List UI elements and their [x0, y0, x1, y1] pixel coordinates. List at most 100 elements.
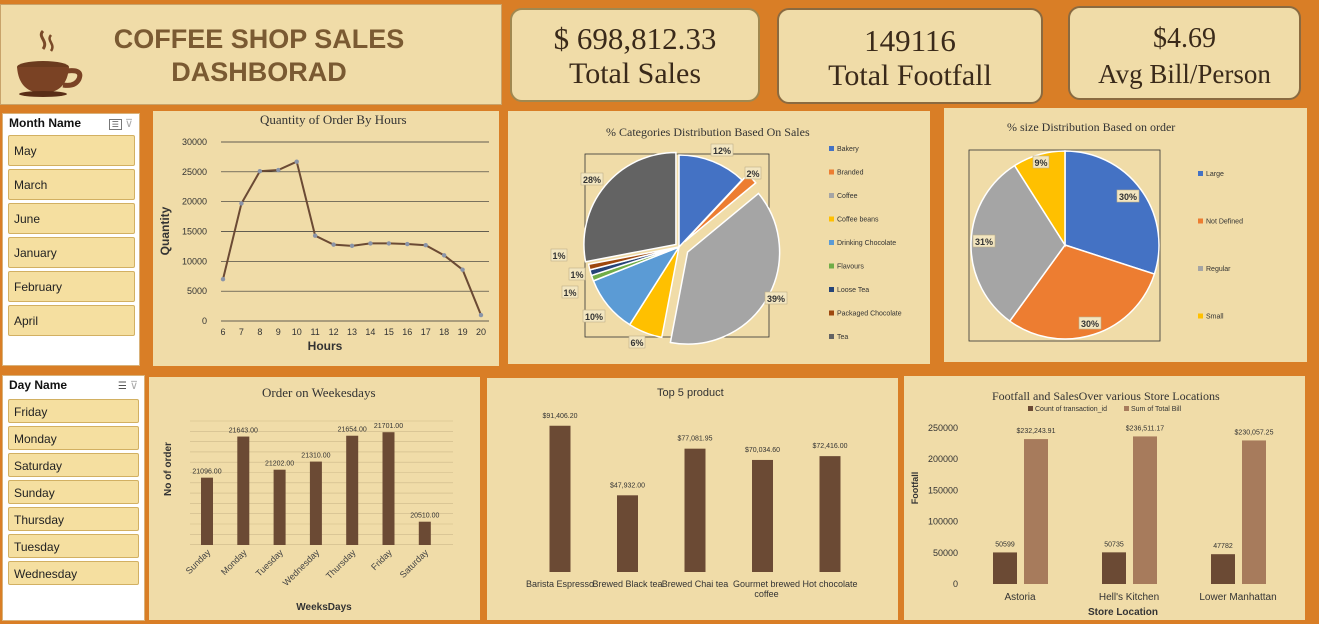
x-tick-label: Tuesday	[254, 547, 286, 579]
month-slicer-item[interactable]: February	[8, 271, 135, 302]
bar-value-label: 21701.00	[374, 423, 403, 430]
bar	[309, 461, 322, 545]
legend-label: Regular	[1206, 266, 1231, 273]
kpi-total-footfall: 149116 Total Footfall	[777, 8, 1043, 104]
month-slicer-item[interactable]: March	[8, 169, 135, 200]
bar-value-label: $47,932.00	[610, 482, 645, 489]
data-label-box	[710, 143, 734, 157]
legend-label: Flavours	[837, 264, 864, 271]
x-tick-label: Friday	[369, 547, 394, 572]
x-tick-label: 10	[292, 327, 302, 337]
data-point	[423, 243, 428, 248]
bar-value-label: 21310.00	[301, 453, 330, 460]
data-label: 30%	[1119, 192, 1137, 202]
x-tick-label: 12	[329, 327, 339, 337]
bar	[346, 435, 359, 545]
day-slicer-item[interactable]: Tuesday	[8, 534, 139, 558]
month-slicer-item[interactable]: May	[8, 135, 135, 166]
legend-label: Bakery	[837, 146, 859, 153]
clear-filter-icon[interactable]: ⊽	[124, 118, 133, 130]
bar-value-label: 50599	[995, 541, 1015, 548]
data-label: 1%	[563, 288, 576, 298]
x-tick-label: Brewed Chai tea	[662, 579, 729, 589]
plot-area-frame	[968, 149, 1161, 342]
bar	[201, 477, 213, 545]
data-label-box	[744, 166, 762, 180]
multi-select-icon[interactable]: ☰	[117, 381, 127, 392]
month-slicer-item[interactable]: June	[8, 203, 135, 234]
day-slicer-item[interactable]: Saturday	[8, 453, 139, 477]
legend-label: Packaged Chocolate	[837, 311, 902, 318]
chart-title: Footfall and SalesOver various Store Loc…	[992, 389, 1220, 403]
data-label-box	[764, 291, 788, 305]
day-slicer-item[interactable]: Friday	[8, 399, 139, 423]
y-tick-label: 25000	[182, 167, 207, 177]
bar-value-label: 21654.00	[338, 427, 367, 434]
chart-title: Top 5 product	[657, 387, 724, 399]
month-slicer-item[interactable]: April	[8, 305, 135, 336]
x-tick-label: Sunday	[184, 547, 213, 576]
y-axis-label: Footfall	[910, 472, 920, 505]
bar	[273, 469, 286, 545]
x-tick-label: Barista Espresso	[526, 579, 594, 589]
size-chart-panel: % size Distribution Based on order 30% 30…	[944, 108, 1307, 362]
x-tick-label: 18	[439, 327, 449, 337]
bar	[382, 432, 395, 545]
x-tick-label: 17	[421, 327, 431, 337]
day-slicer-item[interactable]: Thursday	[8, 507, 139, 531]
bar	[1024, 439, 1048, 584]
data-label: 1%	[570, 270, 583, 280]
month-slicer[interactable]: Month Name ☰ ⊽ May March June January Februa…	[2, 113, 140, 366]
y-tick-label: 0	[953, 579, 958, 589]
hours-line-chart: 0 5000 10000 15000 20000 25000 30000 6 7 8 9 10 11 12…	[158, 137, 489, 353]
y-tick-label: 20000	[182, 197, 207, 207]
chart-title: % Categories Distribution Based On Sales	[606, 125, 810, 139]
bar	[684, 448, 706, 572]
month-slicer-item[interactable]: January	[8, 237, 135, 268]
legend-swatch	[1198, 313, 1203, 319]
pie-slice-large	[1064, 150, 1160, 275]
legend-swatch	[829, 263, 834, 269]
x-axis-label: Hours	[308, 339, 343, 353]
kpi-label: Avg Bill/Person	[1098, 59, 1271, 89]
data-label-box	[582, 309, 606, 323]
x-tick-label: 6	[220, 327, 225, 337]
data-label: 9%	[1034, 158, 1047, 168]
data-label: 1%	[552, 251, 565, 261]
legend-swatch	[829, 146, 834, 151]
bar-value-label: 50735	[1104, 541, 1124, 548]
chart-title: Order on Weekesdays	[262, 385, 376, 400]
day-slicer[interactable]: Day Name ☰ ⊽ Friday Monday Saturday Sunday T…	[2, 375, 145, 621]
data-label-box	[580, 172, 604, 186]
y-tick-label: 5000	[187, 286, 207, 296]
data-point	[386, 241, 392, 246]
data-point	[368, 241, 373, 246]
pie-slice-packaged-chocolate	[587, 246, 680, 271]
legend-swatch	[1198, 171, 1203, 176]
legend-label: Loose Tea	[837, 287, 869, 294]
x-axis-label: Store Location	[1088, 607, 1158, 618]
x-tick-label: Hell's Kitchen	[1099, 592, 1159, 603]
data-label-box	[550, 248, 568, 262]
legend-label: Coffee beans	[837, 217, 879, 224]
bar	[1102, 552, 1126, 584]
data-point	[239, 201, 244, 206]
day-slicer-item[interactable]: Sunday	[8, 480, 139, 504]
x-tick-label: Brewed Black tea	[592, 579, 662, 589]
x-tick-label: coffee	[754, 589, 778, 599]
clear-filter-icon[interactable]: ⊽	[129, 380, 138, 392]
data-label: 30%	[1081, 319, 1099, 329]
data-label: 39%	[767, 294, 785, 304]
weekdays-bar-chart: 21096.00 Sunday 21643.00 Monday 21202.00 Tues…	[163, 420, 453, 613]
legend-swatch	[829, 310, 834, 316]
day-slicer-item[interactable]: Monday	[8, 426, 139, 450]
size-pie-chart: 30% 30% 31% 9% Large Not Defined Regular Small	[968, 149, 1243, 342]
day-slicer-item[interactable]: Wednesday	[8, 561, 139, 585]
chart-title: Quantity of Order By Hours	[260, 112, 407, 127]
multi-select-icon[interactable]: ☰	[108, 119, 122, 130]
legend-swatch	[1028, 406, 1033, 411]
bar	[819, 456, 841, 572]
data-label-box	[1078, 316, 1102, 330]
y-tick-label: 50000	[933, 548, 958, 558]
legend-label: Not Defined	[1206, 219, 1243, 226]
